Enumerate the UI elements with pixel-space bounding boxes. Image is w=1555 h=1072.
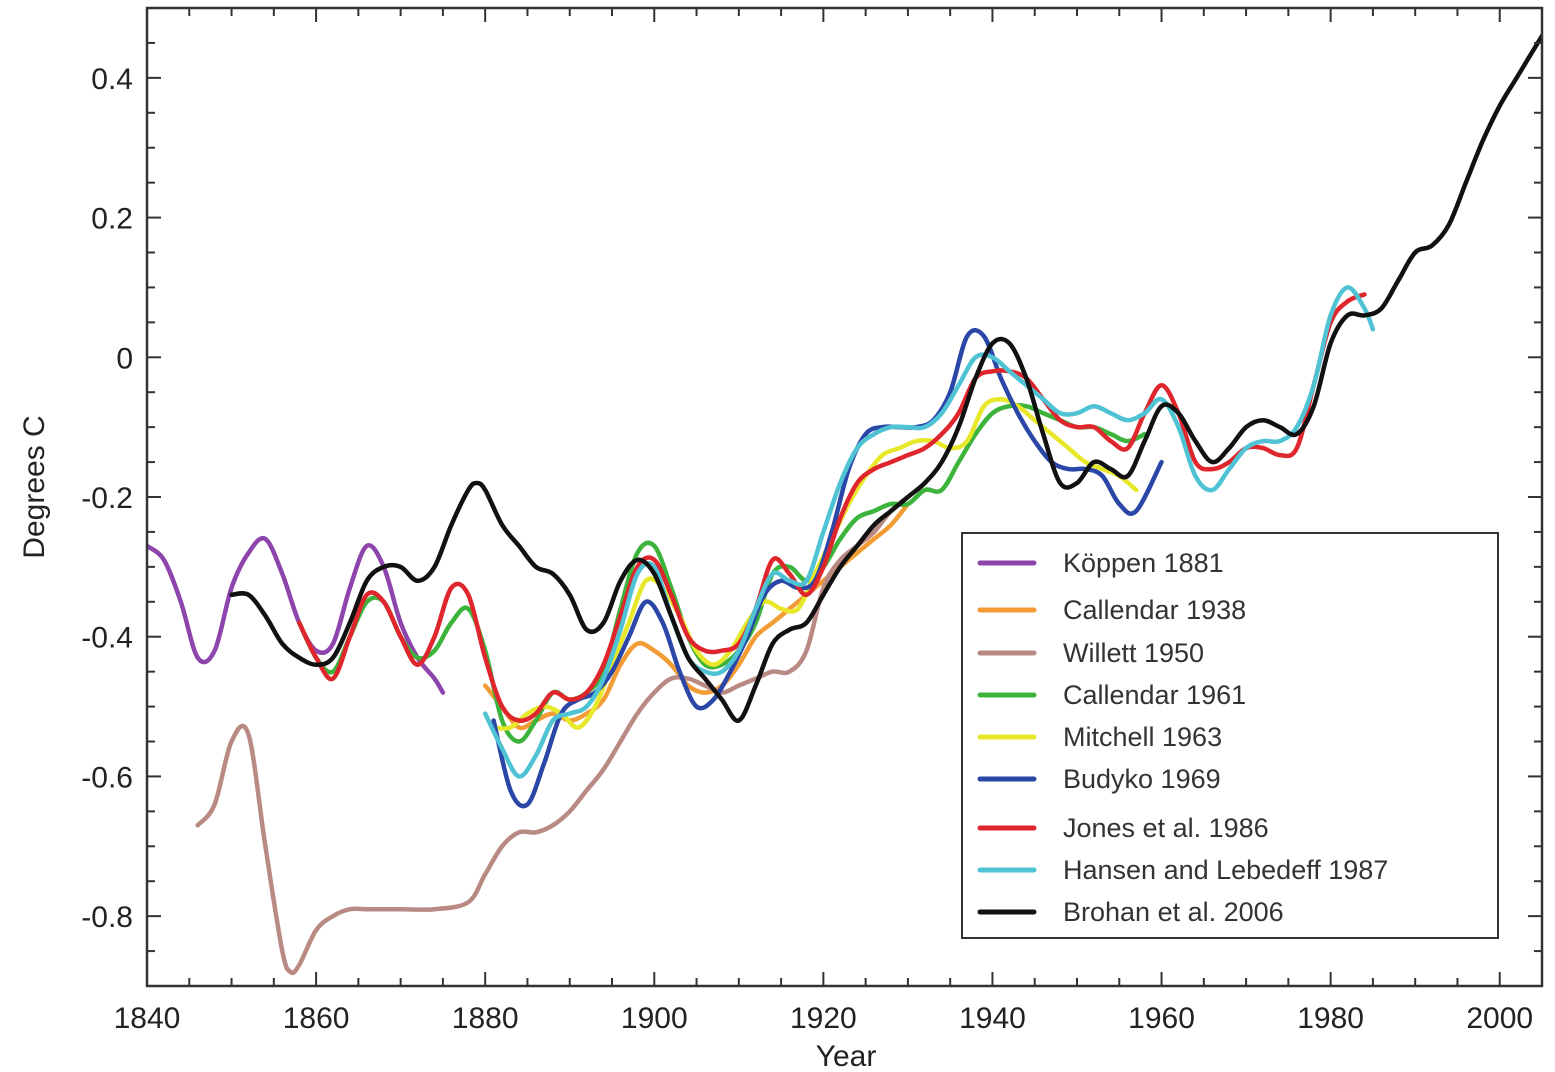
legend-label-mitchell-1963: Mitchell 1963 — [1063, 722, 1222, 752]
x-tick-label: 1880 — [452, 1002, 519, 1035]
y-axis-title: Degrees C — [18, 415, 51, 558]
legend-label-jones-et-al-1986: Jones et al. 1986 — [1063, 813, 1269, 843]
series-line-jones-et-al-1986 — [296, 292, 1367, 723]
x-tick-label: 1840 — [114, 1002, 181, 1035]
legend-label-callendar-1938: Callendar 1938 — [1063, 595, 1246, 625]
legend: Köppen 1881 Callendar 1938 Willett 1950 Cal… — [961, 532, 1499, 939]
x-axis-title: Year — [816, 1040, 877, 1072]
x-tick-label: 1900 — [621, 1002, 688, 1035]
tick-layer — [146, 7, 1543, 987]
legend-label-callendar-1961: Callendar 1961 — [1063, 680, 1246, 710]
legend-label-hansen-and-lebedeff-1987: Hansen and Lebedeff 1987 — [1063, 855, 1388, 885]
x-tick-label: 1940 — [959, 1002, 1026, 1035]
legend-label-brohan-et-al-2006: Brohan et al. 2006 — [1063, 897, 1284, 927]
series-line-brohan-et-al-2006 — [229, 33, 1542, 723]
y-tick-label: 0.4 — [91, 63, 133, 96]
y-tick-label: -0.4 — [81, 622, 133, 655]
x-tick-label: 1860 — [283, 1002, 350, 1035]
x-tick-label: 2000 — [1466, 1002, 1533, 1035]
y-tick-label: -0.2 — [81, 482, 133, 515]
x-tick-label: 1980 — [1297, 1002, 1364, 1035]
tick-label-layer: 1840 1860 1880 1900 1920 1940 1960 1980 2000 -0.8… — [81, 63, 1533, 1035]
series-line-willett-1950 — [195, 494, 911, 976]
y-tick-label: -0.8 — [81, 901, 133, 934]
series-line-mitchell-1963 — [491, 396, 1139, 731]
series-line-koppen-1881 — [147, 535, 446, 695]
series-line-callendar-1961 — [296, 403, 1147, 744]
legend-box — [961, 532, 1499, 939]
y-tick-label: -0.6 — [81, 761, 133, 794]
series-line-hansen-and-lebedeff-1987 — [482, 285, 1376, 779]
y-tick-label: 0 — [116, 342, 133, 375]
x-tick-label: 1920 — [790, 1002, 857, 1035]
series-layer — [147, 33, 1542, 976]
legend-label-budyko-1969: Budyko 1969 — [1063, 764, 1221, 794]
y-tick-label: 0.2 — [91, 203, 133, 236]
legend-label-willett-1950: Willett 1950 — [1063, 638, 1204, 668]
x-tick-label: 1960 — [1128, 1002, 1195, 1035]
legend-label-koppen-1881: Köppen 1881 — [1063, 548, 1224, 578]
